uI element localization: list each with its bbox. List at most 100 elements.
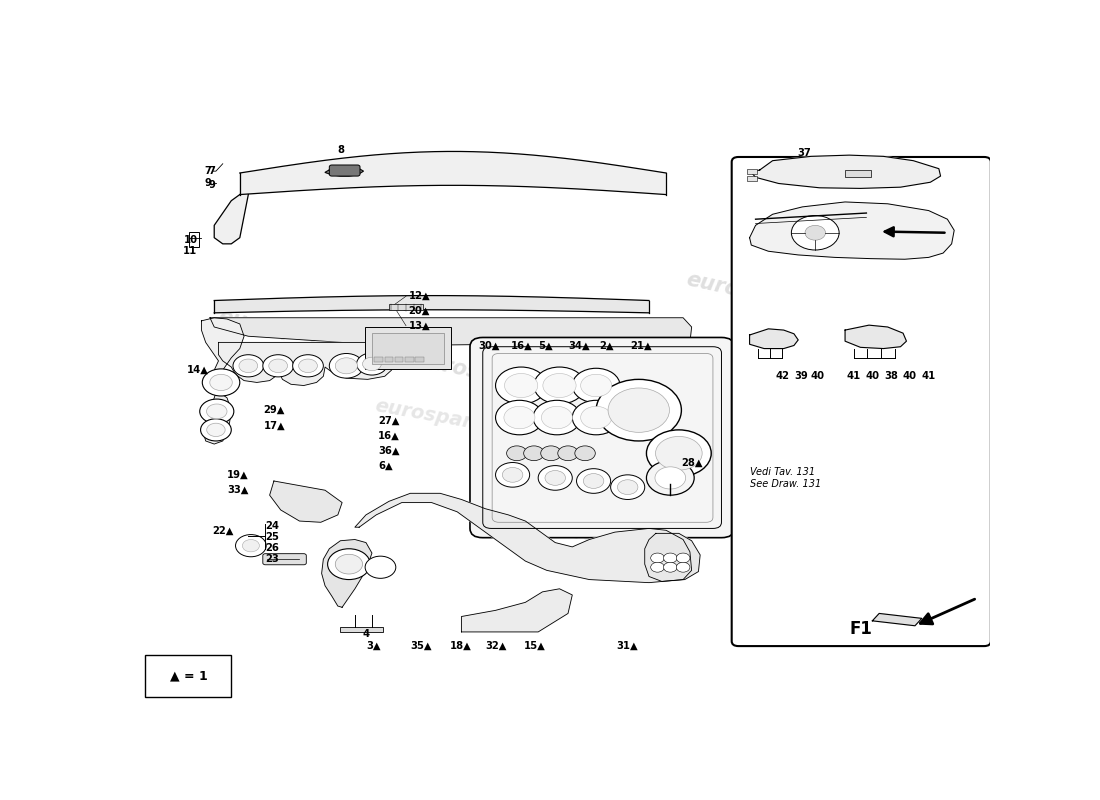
Text: 28▲: 28▲ (681, 458, 703, 467)
Circle shape (293, 354, 323, 377)
Text: 23: 23 (265, 554, 279, 564)
Polygon shape (645, 534, 700, 582)
Bar (845, 170, 871, 178)
Circle shape (608, 388, 670, 432)
Text: eurospares: eurospares (549, 521, 664, 558)
Text: 41: 41 (847, 371, 860, 382)
Circle shape (495, 462, 530, 487)
Circle shape (656, 437, 702, 470)
Circle shape (336, 554, 363, 574)
Text: 17▲: 17▲ (264, 421, 285, 430)
Bar (189, 231, 199, 247)
Text: 30▲: 30▲ (478, 341, 500, 350)
Text: 5▲: 5▲ (538, 341, 553, 350)
Text: 24: 24 (265, 521, 279, 531)
Bar (416, 357, 424, 362)
FancyBboxPatch shape (732, 157, 991, 646)
Polygon shape (270, 481, 342, 522)
Bar (374, 357, 383, 362)
Circle shape (239, 359, 257, 373)
Circle shape (496, 400, 543, 435)
Text: 42: 42 (776, 371, 790, 382)
Polygon shape (355, 494, 692, 582)
Text: 16▲: 16▲ (378, 431, 399, 441)
Text: eurospares: eurospares (582, 491, 716, 538)
Bar (389, 303, 424, 310)
Circle shape (200, 399, 234, 424)
Text: F1: F1 (850, 620, 872, 638)
Circle shape (534, 400, 581, 435)
Circle shape (356, 353, 387, 375)
Text: 9: 9 (205, 178, 211, 189)
Circle shape (654, 467, 685, 489)
Bar (747, 176, 757, 181)
Text: 26: 26 (265, 543, 279, 553)
Polygon shape (214, 194, 249, 244)
Circle shape (200, 418, 231, 441)
Circle shape (647, 430, 712, 477)
Text: 33▲: 33▲ (227, 485, 249, 494)
Bar (385, 357, 394, 362)
Circle shape (505, 374, 538, 398)
Text: eurospares: eurospares (216, 306, 349, 354)
Text: See Draw. 131: See Draw. 131 (749, 479, 821, 489)
Circle shape (507, 446, 527, 461)
Circle shape (207, 423, 226, 437)
Text: 21▲: 21▲ (630, 341, 652, 350)
Text: 2▲: 2▲ (600, 341, 614, 350)
Text: Vedi Tav. 131: Vedi Tav. 131 (749, 466, 815, 477)
Polygon shape (240, 151, 666, 194)
Circle shape (581, 374, 612, 397)
Circle shape (202, 369, 240, 396)
Circle shape (328, 549, 371, 579)
Text: 4: 4 (362, 630, 370, 639)
Circle shape (647, 461, 694, 495)
Text: eurospares: eurospares (374, 396, 498, 436)
Text: 7: 7 (205, 166, 211, 176)
Circle shape (676, 553, 690, 563)
Circle shape (365, 556, 396, 578)
Circle shape (543, 374, 576, 398)
Text: 32▲: 32▲ (485, 641, 507, 650)
Circle shape (572, 368, 620, 402)
Circle shape (791, 215, 839, 250)
Circle shape (207, 404, 227, 418)
Circle shape (575, 446, 595, 461)
Circle shape (534, 367, 585, 404)
Text: 20▲: 20▲ (408, 306, 430, 316)
Polygon shape (845, 325, 906, 349)
Text: 10: 10 (184, 234, 197, 245)
Polygon shape (872, 614, 922, 626)
Circle shape (235, 534, 266, 557)
Text: ▲ = 1: ▲ = 1 (169, 669, 208, 682)
Text: 41: 41 (922, 371, 936, 382)
Text: 37: 37 (798, 148, 811, 158)
Polygon shape (321, 539, 372, 607)
Text: 40: 40 (903, 371, 917, 382)
Circle shape (336, 358, 358, 374)
Circle shape (268, 359, 287, 373)
Polygon shape (210, 318, 692, 346)
Circle shape (651, 553, 664, 563)
Circle shape (805, 226, 825, 240)
Circle shape (581, 406, 612, 429)
Text: 15▲: 15▲ (524, 641, 546, 650)
Text: 27▲: 27▲ (378, 416, 399, 426)
Circle shape (576, 469, 610, 494)
FancyBboxPatch shape (145, 654, 231, 697)
Text: 22▲: 22▲ (212, 526, 234, 535)
Text: 11: 11 (184, 246, 198, 256)
Text: 34▲: 34▲ (568, 341, 590, 350)
Text: 40: 40 (811, 371, 825, 382)
Circle shape (210, 374, 232, 390)
Bar (372, 333, 444, 364)
Circle shape (572, 400, 620, 435)
Text: 3▲: 3▲ (366, 641, 381, 650)
Text: 29▲: 29▲ (264, 405, 285, 415)
Circle shape (663, 562, 678, 572)
Text: 38: 38 (884, 371, 898, 382)
Polygon shape (462, 589, 572, 632)
Text: 25: 25 (265, 532, 279, 542)
Text: 19▲: 19▲ (227, 470, 249, 480)
Circle shape (651, 562, 664, 572)
